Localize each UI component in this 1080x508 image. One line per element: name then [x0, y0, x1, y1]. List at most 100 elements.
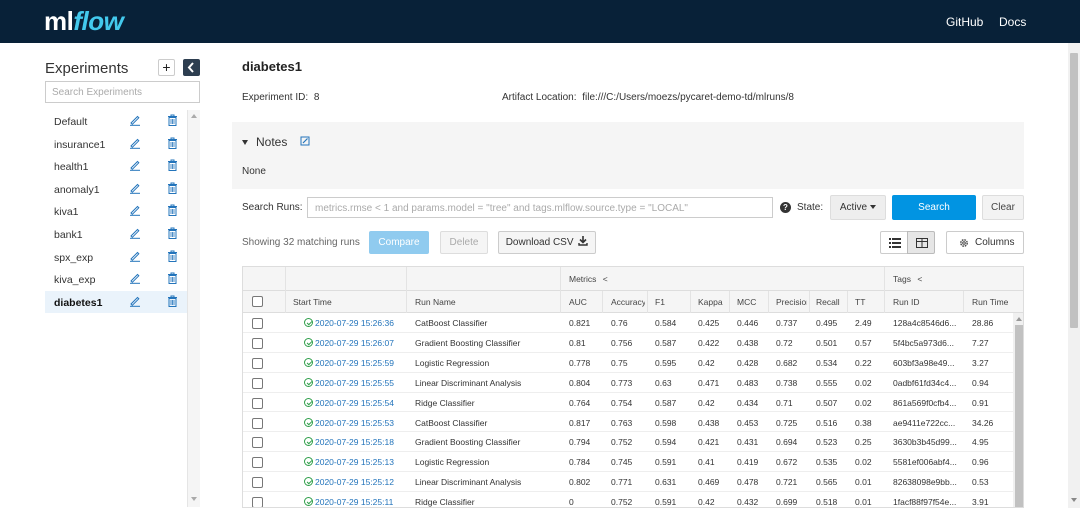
column-header[interactable]: Precision [776, 297, 807, 307]
sidebar-item-experiment[interactable]: insurance1 [45, 133, 187, 156]
metrics-group-label[interactable]: Metrics < [569, 274, 608, 284]
docs-link[interactable]: Docs [999, 15, 1027, 29]
page-scrollbar[interactable] [1068, 43, 1080, 508]
trash-icon[interactable] [167, 114, 178, 126]
table-row[interactable]: 2020-07-29 15:25:53 CatBoost Classifier 0.… [243, 413, 1013, 433]
delete-button[interactable]: Delete [440, 231, 488, 254]
column-header[interactable]: Recall [816, 297, 840, 307]
column-header[interactable]: Run ID [893, 297, 920, 307]
notes-toggle[interactable]: Notes [242, 135, 287, 149]
table-cell: 0.72 [776, 337, 793, 348]
column-header[interactable]: Start Time [293, 297, 332, 307]
trash-icon[interactable] [167, 204, 178, 217]
row-checkbox[interactable] [252, 318, 263, 329]
column-header[interactable]: TT [855, 297, 866, 307]
table-cell: 0.453 [737, 417, 759, 428]
row-checkbox[interactable] [252, 437, 263, 449]
trash-icon[interactable] [167, 137, 178, 149]
trash-icon[interactable] [167, 227, 178, 239]
add-experiment-button[interactable]: + [158, 59, 175, 76]
compare-button[interactable]: Compare [369, 231, 429, 254]
table-scrollbar[interactable] [1013, 313, 1023, 507]
table-view-button[interactable] [907, 231, 935, 254]
collapse-sidebar-button[interactable] [183, 59, 200, 76]
column-header[interactable]: AUC [569, 297, 587, 307]
run-start-time-link[interactable]: 2020-07-29 15:25:59 [304, 357, 407, 368]
run-start-time-link[interactable]: 2020-07-29 15:26:36 [304, 318, 407, 328]
sidebar-item-experiment[interactable]: anomaly1 [45, 178, 187, 201]
search-button[interactable]: Search [892, 195, 976, 220]
download-csv-button[interactable]: Download CSV [498, 231, 596, 254]
table-row[interactable]: 2020-07-29 15:25:18 Gradient Boosting Cla… [243, 432, 1013, 453]
run-start-time-link[interactable]: 2020-07-29 15:26:07 [304, 337, 407, 348]
trash-icon[interactable] [167, 295, 178, 307]
row-checkbox[interactable] [252, 337, 263, 349]
sidebar-item-experiment[interactable]: diabetes1 [45, 290, 187, 314]
run-start-time-link[interactable]: 2020-07-29 15:25:53 [304, 417, 407, 428]
run-start-time-link[interactable]: 2020-07-29 15:25:13 [304, 457, 407, 467]
row-checkbox[interactable] [252, 357, 263, 369]
sidebar-item-experiment[interactable]: bank1 [45, 223, 187, 246]
column-header[interactable]: Run Name [415, 297, 456, 307]
sidebar-item-experiment[interactable]: Default [45, 110, 187, 133]
edit-icon[interactable] [129, 272, 141, 284]
row-checkbox[interactable] [252, 377, 263, 389]
search-experiments-input[interactable]: Search Experiments [45, 81, 200, 103]
run-start-time-link[interactable]: 2020-07-29 15:25:18 [304, 437, 407, 447]
clear-button[interactable]: Clear [982, 195, 1024, 220]
table-cell: Logistic Regression [415, 357, 490, 368]
row-checkbox[interactable] [252, 497, 263, 507]
table-row[interactable]: 2020-07-29 15:26:07 Gradient Boosting Cla… [243, 333, 1013, 353]
edit-icon[interactable] [129, 250, 141, 262]
edit-icon[interactable] [129, 137, 141, 149]
column-header[interactable]: Kappa [698, 297, 723, 307]
run-start-time-link[interactable]: 2020-07-29 15:25:55 [304, 377, 407, 388]
help-icon[interactable]: ? [780, 202, 791, 213]
table-row[interactable]: 2020-07-29 15:25:59 Logistic Regression 0.… [243, 353, 1013, 373]
tags-group-label[interactable]: Tags < [893, 274, 922, 284]
column-header[interactable]: MCC [737, 297, 757, 307]
row-checkbox[interactable] [252, 457, 263, 469]
trash-icon[interactable] [167, 250, 178, 262]
list-view-button[interactable] [880, 231, 908, 254]
column-header[interactable]: Accuracy [611, 297, 645, 307]
column-header[interactable]: Run Time [972, 297, 1009, 307]
edit-icon[interactable] [129, 182, 141, 194]
table-row[interactable]: 2020-07-29 15:25:11 Ridge Classifier 0 0.75… [243, 492, 1013, 507]
table-row[interactable]: 2020-07-29 15:25:54 Ridge Classifier 0.764… [243, 393, 1013, 413]
table-cell: 0.71 [776, 397, 793, 408]
run-start-time-link[interactable]: 2020-07-29 15:25:54 [304, 397, 407, 408]
table-row[interactable]: 2020-07-29 15:25:13 Logistic Regression 0.… [243, 452, 1013, 473]
column-header[interactable]: F1 [655, 297, 665, 307]
mlflow-logo[interactable]: mlflow [44, 6, 124, 37]
columns-button[interactable]: Columns [946, 231, 1024, 254]
edit-icon[interactable] [129, 204, 141, 217]
table-row[interactable]: 2020-07-29 15:25:12 Linear Discriminant A… [243, 472, 1013, 493]
select-all-checkbox[interactable] [252, 296, 263, 307]
row-checkbox[interactable] [252, 417, 263, 429]
edit-icon[interactable] [129, 114, 141, 126]
sidebar-item-experiment[interactable]: kiva_exp [45, 268, 187, 291]
run-start-time-link[interactable]: 2020-07-29 15:25:12 [304, 477, 407, 487]
experiment-name: health1 [54, 161, 89, 174]
run-start-time-link[interactable]: 2020-07-29 15:25:11 [304, 497, 407, 507]
github-link[interactable]: GitHub [946, 15, 984, 29]
row-checkbox[interactable] [252, 477, 263, 489]
search-runs-input[interactable]: metrics.rmse < 1 and params.model = "tre… [307, 197, 773, 218]
sidebar-item-experiment[interactable]: health1 [45, 155, 187, 178]
trash-icon[interactable] [167, 272, 178, 285]
trash-icon[interactable] [167, 159, 178, 172]
state-dropdown[interactable]: Active [830, 195, 886, 220]
sidebar-scrollbar[interactable] [188, 110, 200, 507]
table-row[interactable]: 2020-07-29 15:26:36 CatBoost Classifier 0.… [243, 313, 1013, 333]
sidebar-item-experiment[interactable]: kiva1 [45, 200, 187, 223]
edit-icon[interactable] [129, 159, 141, 171]
edit-icon[interactable] [129, 295, 141, 307]
edit-notes-icon[interactable] [300, 136, 310, 146]
edit-icon[interactable] [129, 227, 141, 239]
table-cell: 0.22 [855, 357, 872, 368]
row-checkbox[interactable] [252, 397, 263, 409]
trash-icon[interactable] [167, 182, 178, 194]
sidebar-item-experiment[interactable]: spx_exp [45, 246, 187, 269]
table-row[interactable]: 2020-07-29 15:25:55 Linear Discriminant A… [243, 373, 1013, 393]
